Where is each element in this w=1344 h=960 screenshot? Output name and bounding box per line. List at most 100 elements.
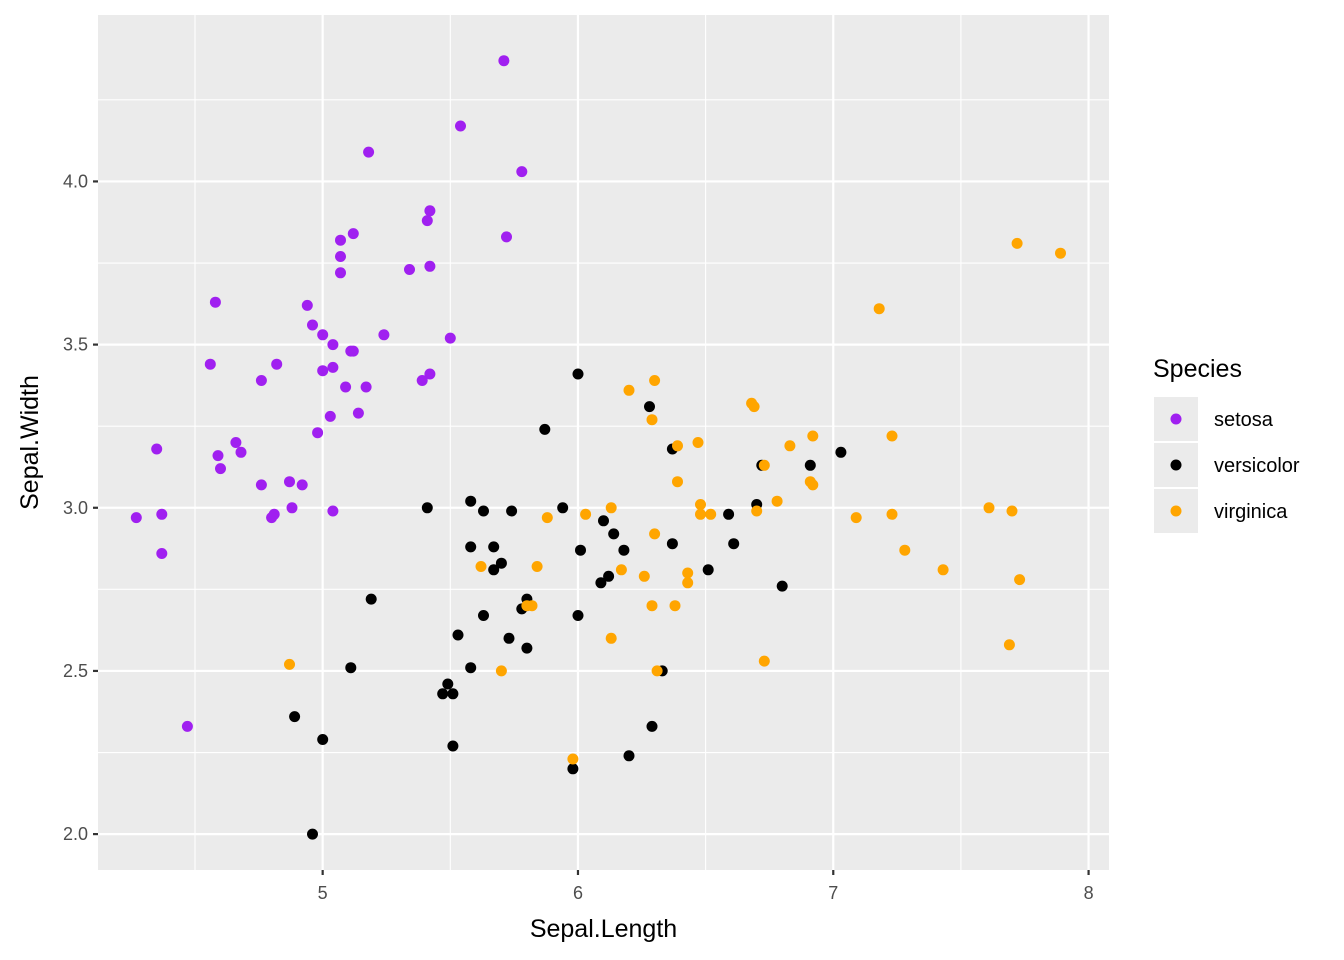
setosa-point — [335, 251, 346, 262]
versicolor-point — [567, 763, 579, 775]
virginica-point — [495, 665, 507, 677]
virginica-point — [284, 658, 295, 670]
setosa-point — [215, 463, 226, 475]
versicolor-point — [521, 642, 533, 654]
setosa-point — [421, 215, 433, 227]
virginica-point — [899, 544, 911, 556]
virginica-point — [1014, 574, 1026, 586]
versicolor-point — [365, 593, 377, 605]
virginica-point — [646, 414, 658, 426]
versicolor-point — [488, 541, 500, 553]
versicolor-point — [728, 538, 740, 550]
virginica-point — [615, 564, 627, 576]
virginica-point — [682, 567, 694, 579]
versicolor-point — [557, 502, 569, 514]
versicolor-point — [618, 544, 630, 556]
virginica-point — [649, 375, 661, 386]
setosa-point — [317, 365, 329, 377]
virginica-point — [695, 508, 706, 520]
x-tick-label: 6 — [573, 883, 583, 903]
versicolor-point — [572, 610, 584, 621]
legend-label-setosa: setosa — [1214, 409, 1274, 431]
versicolor-point — [666, 538, 678, 550]
setosa-point — [347, 228, 359, 240]
virginica-point — [605, 632, 617, 644]
setosa-point — [327, 505, 339, 517]
virginica-point — [771, 495, 783, 507]
versicolor-point — [421, 502, 433, 514]
versicolor-point — [488, 564, 500, 576]
versicolor-point — [317, 734, 329, 745]
setosa-point — [255, 375, 267, 386]
virginica-point — [983, 502, 995, 514]
legend-label-versicolor: versicolor — [1214, 455, 1300, 477]
virginica-point — [1003, 639, 1015, 651]
setosa-point — [327, 361, 339, 373]
virginica-point — [850, 512, 862, 524]
virginica-point — [669, 600, 681, 612]
versicolor-point — [595, 577, 607, 589]
y-tick-label: 4.0 — [63, 171, 88, 191]
setosa-point — [266, 512, 278, 524]
virginica-point — [695, 499, 706, 510]
setosa-point — [312, 427, 324, 439]
virginica-point — [475, 561, 487, 572]
versicolor-point — [478, 505, 489, 517]
setosa-point — [340, 381, 352, 393]
setosa-point — [424, 205, 436, 217]
setosa-point — [255, 479, 267, 491]
virginica-point — [937, 564, 949, 576]
setosa-point — [455, 120, 466, 132]
setosa-point — [424, 260, 436, 272]
versicolor-point — [646, 720, 658, 732]
setosa-point — [335, 267, 346, 279]
major-gridlines — [98, 15, 1109, 870]
versicolor-point — [452, 629, 464, 641]
versicolor-point — [702, 564, 714, 576]
legend-key-point — [1170, 413, 1182, 425]
setosa-point — [360, 381, 372, 393]
setosa-point — [301, 299, 313, 311]
versicolor-point — [723, 508, 735, 520]
x-tick-label: 7 — [828, 883, 838, 903]
virginica-point — [705, 508, 717, 520]
setosa-point — [416, 375, 428, 386]
versicolor-point — [495, 557, 507, 569]
setosa-point — [235, 446, 247, 458]
virginica-point — [758, 459, 770, 471]
versicolor-point — [539, 423, 551, 435]
virginica-point — [580, 508, 592, 520]
legend-title: Species — [1153, 355, 1242, 383]
virginica-point — [672, 440, 683, 452]
virginica-point — [807, 479, 819, 491]
virginica-point — [646, 600, 658, 612]
versicolor-point — [437, 688, 449, 700]
versicolor-point — [608, 528, 620, 540]
virginica-point — [531, 561, 543, 572]
x-tick-label: 8 — [1084, 883, 1094, 903]
setosa-point — [271, 358, 283, 370]
versicolor-point — [442, 678, 454, 690]
virginica-point — [1006, 505, 1018, 517]
plot-panel — [98, 15, 1109, 870]
versicolor-point — [447, 740, 459, 752]
virginica-point — [886, 430, 898, 442]
versicolor-point — [804, 459, 816, 471]
virginica-point — [526, 600, 538, 612]
setosa-point — [335, 234, 346, 246]
legend-key-point — [1170, 459, 1182, 471]
y-axis-ticks: 2.0 2.5 3.0 3.5 4.0 — [63, 171, 98, 844]
virginica-point — [651, 665, 663, 677]
virginica-point — [751, 505, 763, 517]
y-axis-title: Sepal.Width — [16, 375, 44, 510]
virginica-point — [886, 508, 898, 520]
setosa-point — [444, 332, 456, 344]
virginica-point — [807, 430, 819, 442]
data-points — [130, 55, 1066, 840]
x-tick-label: 5 — [318, 883, 328, 903]
virginica-point — [692, 437, 704, 448]
setosa-point — [212, 450, 224, 462]
versicolor-point — [465, 662, 477, 674]
versicolor-point — [465, 541, 477, 553]
